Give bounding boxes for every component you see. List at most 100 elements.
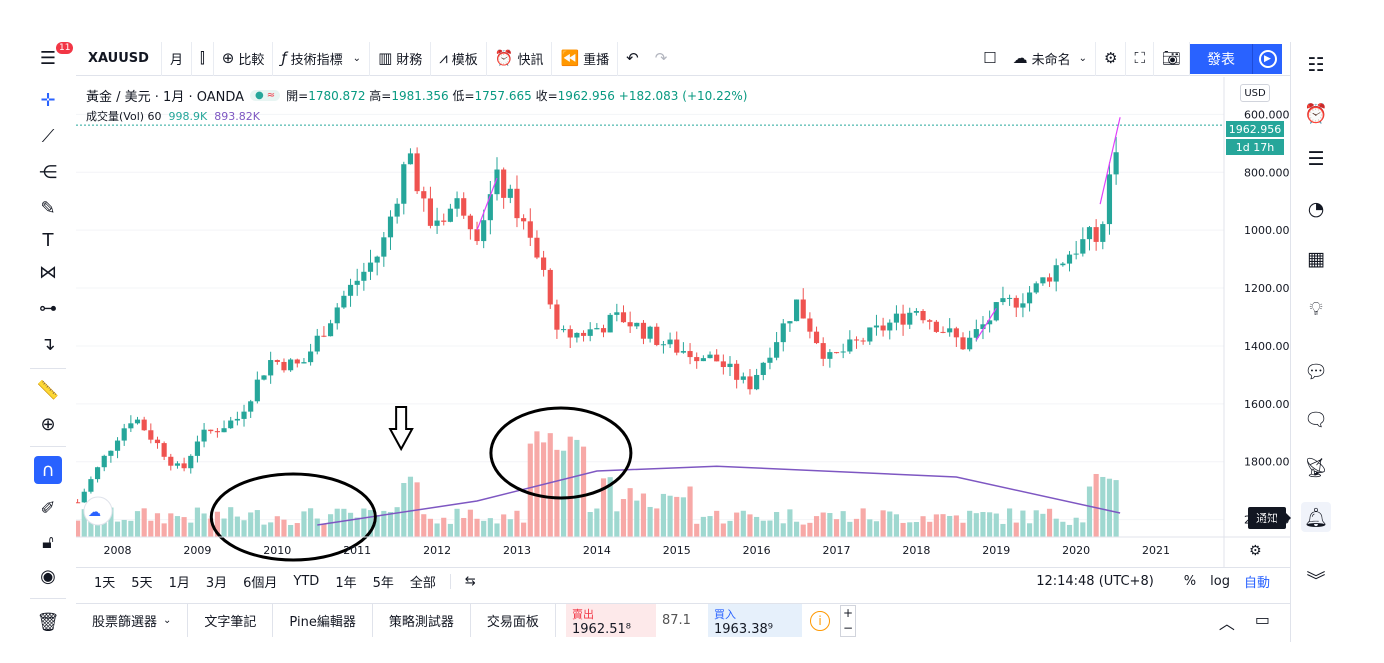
clock-timezone[interactable]: 12:14:48 (UTC+8) <box>1036 574 1154 589</box>
candle-body <box>827 352 833 359</box>
candle-body <box>254 379 260 402</box>
tab-trading-panel[interactable]: 交易面板 <box>471 603 556 637</box>
chevron-up-icon[interactable]: ︿ <box>1218 614 1235 633</box>
currency-button[interactable]: USD <box>1240 84 1270 102</box>
fullscreen-button[interactable]: ⛶ <box>1126 41 1154 76</box>
legend-title[interactable]: 黃金 / 美元 · 1月 · OANDA <box>86 90 245 105</box>
interval-button[interactable]: 月 <box>162 41 192 76</box>
alert-button[interactable]: ⏰ 快訊 <box>487 41 553 76</box>
candle-body <box>1106 174 1113 225</box>
replay-button[interactable]: ⏪ 重播 <box>552 41 619 76</box>
low-value: 1757.665 <box>474 89 532 103</box>
volume-bar <box>507 519 513 537</box>
volume-bar <box>614 511 620 537</box>
trash-icon[interactable]: 🗑︎ <box>36 611 60 633</box>
ruler-icon[interactable]: 📏 <box>36 379 60 401</box>
tab-screener[interactable]: 股票篩選器 ⌄ <box>76 603 189 637</box>
arrow-marker-icon[interactable]: ↴ <box>40 333 56 355</box>
volume-bar <box>461 517 467 537</box>
chat-icon[interactable]: 💬︎ <box>1303 360 1329 383</box>
candle-body <box>427 198 434 226</box>
watchlist-icon[interactable]: ☷ <box>1307 54 1325 76</box>
menu-icon[interactable]: ☰ 11 <box>34 42 74 72</box>
range-5d[interactable]: 5天 <box>131 576 153 591</box>
symbol-search-button[interactable]: XAUUSD <box>76 41 162 76</box>
buy-button[interactable]: 買入 1963.38⁹ <box>708 604 802 637</box>
alarm-clock-icon[interactable]: ⏰ <box>1304 102 1328 125</box>
volume-bar <box>314 518 320 537</box>
text-tool-icon[interactable]: T <box>42 229 54 251</box>
log-toggle[interactable]: log <box>1210 574 1230 589</box>
range-3m[interactable]: 3月 <box>205 576 228 591</box>
zoom-in-icon[interactable]: ⊕ <box>40 413 56 435</box>
streams-icon[interactable]: 📡︎ <box>1303 456 1329 479</box>
undo-icon: ↶ <box>626 49 639 67</box>
tab-strategy-tester[interactable]: 策略測試器 <box>373 603 471 637</box>
data-window-icon[interactable]: ☰ <box>1307 148 1325 170</box>
market-status[interactable]: ● ≈ <box>250 90 281 101</box>
indicators-button[interactable]: ƒ 技術指標 ⌄ <box>273 41 371 76</box>
trendline-icon[interactable]: ⟋ <box>41 125 55 147</box>
lock-pencil-icon[interactable]: ✐ <box>40 497 56 519</box>
info-icon[interactable]: i <box>810 611 830 631</box>
layout-name-button[interactable]: ☁ 未命名 ⌄ <box>1005 41 1096 76</box>
range-ytd[interactable]: YTD <box>293 574 320 589</box>
snapshot-button[interactable]: 📷︎ <box>1154 41 1190 76</box>
maximize-panel-icon[interactable]: ▭ <box>1254 610 1270 629</box>
goto-date-icon[interactable]: ⇆ <box>449 574 484 589</box>
range-5y[interactable]: 5年 <box>372 576 394 591</box>
candle-body <box>840 351 846 353</box>
candle-body <box>727 363 733 368</box>
candle-body <box>134 419 141 424</box>
financials-button[interactable]: ▥ 財務 <box>370 41 432 76</box>
volume-bar <box>208 518 214 537</box>
compare-button[interactable]: ⊕ 比較 <box>214 41 274 76</box>
volume-bar <box>627 488 633 537</box>
eye-icon[interactable]: ◉ <box>40 565 56 587</box>
candle-body <box>88 479 94 492</box>
axes: 2000.000 1800.000 1600.000 1400.000 1200.000… <box>76 77 1290 567</box>
candle-body <box>893 313 900 323</box>
sell-button[interactable]: 賣出 1962.51⁸ <box>566 604 656 637</box>
brush-icon[interactable]: ✎ <box>40 197 56 219</box>
layout-toggle-button[interactable]: ☐ <box>975 42 1004 76</box>
redo-button[interactable]: ↷ <box>647 42 676 76</box>
axis-settings-icon[interactable]: ⚙ <box>1249 543 1262 559</box>
candle-body <box>1113 152 1119 175</box>
calendar-icon[interactable]: ▦ <box>1307 248 1325 270</box>
collapse-chevrons-icon[interactable]: ︾ <box>1306 569 1326 592</box>
tab-pine-editor[interactable]: Pine編輯器 <box>273 603 373 637</box>
unlock-icon[interactable]: 🔓︎ <box>42 531 54 553</box>
pattern-icon[interactable]: ⋈ <box>39 261 57 283</box>
measure-range-icon[interactable]: ⊶ <box>39 297 57 319</box>
auto-toggle[interactable]: 自動 <box>1243 576 1270 591</box>
candle-body <box>274 360 280 362</box>
volume-bar <box>927 521 933 537</box>
magnet-icon[interactable]: ∩ <box>34 456 62 484</box>
candle-body <box>148 430 154 440</box>
hotlist-icon[interactable]: ◔ <box>1307 198 1325 220</box>
range-1d[interactable]: 1天 <box>94 576 116 591</box>
volume-bar <box>833 519 840 537</box>
templates-button[interactable]: ⩘ 模板 <box>431 41 487 76</box>
range-6m[interactable]: 6個月 <box>243 576 278 591</box>
settings-button[interactable]: ⚙ <box>1096 41 1127 76</box>
chart-type-button[interactable]: ⫿ <box>192 41 214 76</box>
price-chart[interactable]: ☁ 2000.000 1800.000 1600.000 1400.000 1200.0… <box>76 77 1290 567</box>
bell-icon[interactable]: 🔔︎ <box>1301 502 1331 532</box>
tab-text-notes[interactable]: 文字筆記 <box>188 603 274 637</box>
publish-menu-button[interactable]: ▶ <box>1252 44 1282 74</box>
volume-bar <box>560 450 567 537</box>
ideas-bulb-icon[interactable]: 💡︎ <box>1309 298 1323 320</box>
range-1y[interactable]: 1年 <box>335 576 357 591</box>
range-1m[interactable]: 1月 <box>168 576 190 591</box>
crosshair-icon[interactable]: ✛ <box>40 89 56 111</box>
pitchfork-icon[interactable]: ⋲ <box>39 161 57 183</box>
range-all[interactable]: 全部 <box>409 576 436 591</box>
percent-toggle[interactable]: % <box>1183 574 1197 589</box>
publish-button[interactable]: 發表 <box>1190 44 1252 74</box>
volume-legend[interactable]: 成交量(Vol) 60 998.9K 893.82K <box>86 108 260 124</box>
undo-button[interactable]: ↶ <box>618 42 647 76</box>
comment-icon[interactable]: 🗨︎ <box>1303 408 1329 431</box>
quantity-stepper[interactable]: + − <box>840 605 856 637</box>
